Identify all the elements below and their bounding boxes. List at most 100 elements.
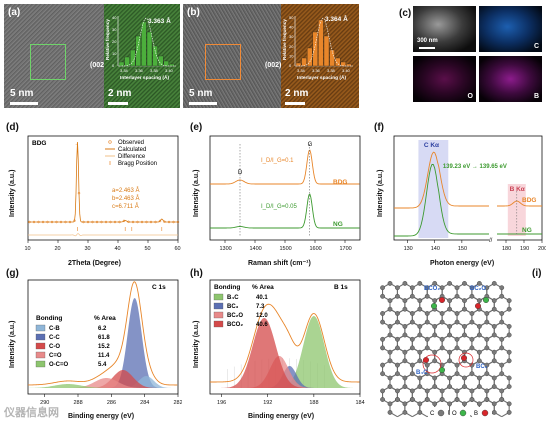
carbon-atom <box>380 397 385 402</box>
panel-h-label: (h) <box>190 268 203 279</box>
carbon-atom <box>417 324 423 329</box>
histogram-bar <box>329 49 335 67</box>
carbon-atom <box>432 384 438 390</box>
carbon-atom <box>417 298 423 303</box>
panel-d-xlabel: 2Theta (Degree) <box>68 260 121 267</box>
panel-c-map-o-label: O <box>467 93 473 100</box>
panel-c-scale-bar <box>419 47 435 49</box>
carbon-atom <box>447 298 452 303</box>
histogram-ytick: 0 <box>289 63 292 68</box>
carbon-atom <box>432 298 438 303</box>
dopant-atom <box>474 303 481 310</box>
carbon-atom <box>424 362 430 368</box>
carbon-atom <box>417 349 423 355</box>
series-label-bdg: BDG <box>522 197 536 204</box>
bonding-value: 11.4 <box>98 353 110 359</box>
table-header-bonding: Bonding <box>36 315 62 322</box>
carbon-atom <box>395 388 400 394</box>
carbon-atom <box>447 384 452 390</box>
axis-break: // <box>489 238 493 244</box>
carbon-atom <box>491 401 497 407</box>
carbon-atom <box>417 375 423 381</box>
carbon-atom <box>476 375 482 381</box>
x-tick: 282 <box>174 400 183 406</box>
bonding-value: 12.0 <box>256 313 268 319</box>
panel-c-scale-text: 300 nm <box>417 38 438 44</box>
carbon-atom <box>380 293 385 299</box>
carbon-atom <box>447 306 452 312</box>
legend-swatch <box>35 342 46 350</box>
panel-a-inset-value: 3.363 Å <box>148 18 171 25</box>
site-label: BC₂O <box>470 286 486 292</box>
carbon-atom <box>476 332 482 338</box>
carbon-atom <box>499 336 505 342</box>
carbon-atom <box>387 324 393 329</box>
carbon-atom <box>432 358 438 364</box>
carbon-atom <box>484 371 490 377</box>
calculated-line <box>28 141 178 223</box>
bonding-name: C-B <box>49 326 60 332</box>
carbon-atom <box>484 397 490 402</box>
carbon-atom <box>462 375 467 381</box>
carbon-atom <box>499 371 505 377</box>
x-tick: 140 <box>431 246 440 252</box>
carbon-atom <box>462 280 467 286</box>
histogram-bar <box>146 31 153 67</box>
panel-g-chart: Intensity (a.u.) C 1s Bonding % Area C-B 6.… <box>9 279 183 420</box>
histogram-bar <box>158 55 164 67</box>
carbon-atom <box>432 324 438 329</box>
carbon-atom <box>424 336 430 342</box>
carbon-atom <box>491 358 497 364</box>
carbon-atom <box>387 409 393 415</box>
bonding-value: 5.4 <box>98 362 107 368</box>
bonding-name: C-C <box>49 335 60 341</box>
site-label: BC₃ <box>476 364 488 370</box>
x-tick: 40 <box>115 246 121 252</box>
carbon-atom <box>454 285 460 291</box>
panel-i-label: (i) <box>532 268 542 279</box>
panel-g-title: C 1s <box>152 284 166 291</box>
carbon-atom <box>462 384 467 390</box>
carbon-atom <box>387 298 393 303</box>
panel-e-ylabel: Intensity (a.u.) <box>193 170 200 217</box>
legend-atom <box>459 409 467 417</box>
carbon-atom <box>499 397 505 402</box>
carbon-atom <box>387 384 393 390</box>
panel-c-map-c: C <box>479 6 542 52</box>
histogram-bar <box>301 57 307 67</box>
carbon-atom <box>462 324 467 329</box>
carbon-atom <box>380 362 385 368</box>
carbon-atom <box>402 409 408 415</box>
legend-atom <box>481 409 489 417</box>
panel-b-plane-label: (002) <box>265 62 282 69</box>
x-tick: 1600 <box>310 246 322 252</box>
carbon-atom <box>380 371 385 377</box>
dopant-atom <box>482 297 489 304</box>
legend-label: C <box>430 411 435 417</box>
carbon-atom <box>417 306 423 312</box>
legend-swatch <box>213 293 224 301</box>
dopant-atom <box>431 303 438 310</box>
histogram-ylabel: Relative frequency <box>282 19 287 60</box>
carbon-atom <box>424 293 430 299</box>
panel-c-eds-maps: (c) 300 nm C O B <box>399 6 543 104</box>
table-header-area: % Area <box>252 284 274 291</box>
c-ka-label: C Kα <box>424 142 439 149</box>
carbon-atom <box>484 336 490 342</box>
bonding-name: C=O <box>49 353 62 359</box>
panel-e-label: (e) <box>190 122 203 133</box>
histogram-bar <box>130 49 136 67</box>
histogram-tick: 3.36 <box>135 68 144 73</box>
histogram-tick: 3.34 <box>120 68 129 73</box>
carbon-atom <box>484 345 490 351</box>
carbon-atom <box>417 332 423 338</box>
x-tick: 10 <box>25 246 31 252</box>
bc3-site-ring <box>458 352 474 368</box>
histogram-bar <box>307 47 313 67</box>
carbon-atom <box>417 280 423 286</box>
carbon-atom <box>454 397 460 402</box>
x-tick: 286 <box>107 400 116 406</box>
carbon-atom <box>380 336 385 342</box>
histogram-xlabel: Interlayer spacing (Å) <box>297 74 346 81</box>
series-label-ng: NG <box>522 227 532 234</box>
